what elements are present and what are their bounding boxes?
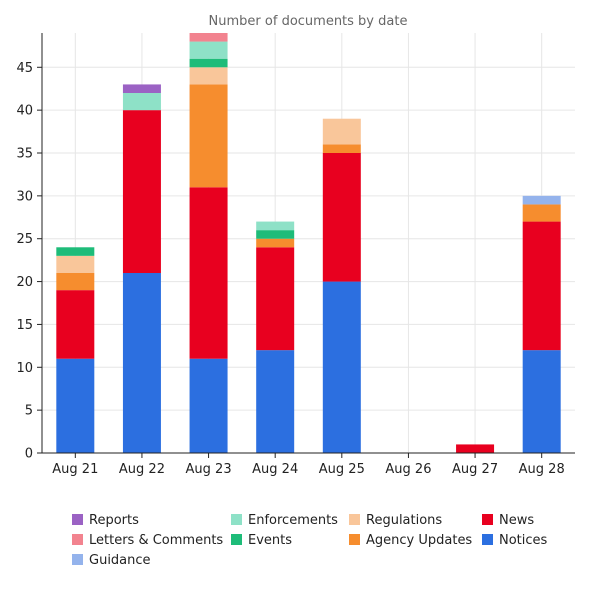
chart-title: Number of documents by date [209, 14, 408, 29]
legend-swatch [349, 534, 360, 545]
bar-segment-agency-updates-aug-24[interactable] [256, 238, 295, 248]
legend-label: Regulations [366, 513, 442, 528]
legend-swatch [482, 514, 493, 525]
bar-segment-enforcements-aug-23[interactable] [189, 41, 228, 59]
x-tick-label: Aug 24 [252, 462, 298, 477]
bar-segment-agency-updates-aug-21[interactable] [56, 273, 95, 291]
x-tick-label: Aug 26 [385, 462, 431, 477]
bar-segment-news-aug-25[interactable] [322, 153, 361, 282]
legend-label: Reports [89, 513, 139, 528]
bar-segment-events-aug-21[interactable] [56, 247, 95, 256]
bar-segment-regulations-aug-23[interactable] [189, 67, 228, 85]
legend-label: Letters & Comments [89, 533, 223, 548]
bar-segment-events-aug-24[interactable] [256, 230, 295, 239]
bar-segment-news-aug-28[interactable] [522, 221, 561, 351]
y-tick-label: 15 [16, 318, 33, 333]
y-tick-label: 0 [25, 447, 33, 462]
bar-segment-enforcements-aug-24[interactable] [256, 221, 295, 231]
legend-swatch [349, 514, 360, 525]
legend-swatch [72, 514, 83, 525]
legend-item-agency-updates[interactable]: Agency Updates [349, 533, 472, 548]
bar-segment-notices-aug-25[interactable] [322, 281, 361, 453]
legend-label: News [499, 513, 534, 528]
x-tick-label: Aug 21 [52, 462, 98, 477]
legend-swatch [72, 554, 83, 565]
legend-item-events[interactable]: Events [231, 533, 292, 548]
y-tick-label: 35 [16, 147, 33, 162]
bar-segment-guidance-aug-28[interactable] [522, 195, 561, 205]
bar-segment-notices-aug-23[interactable] [189, 358, 228, 453]
y-tick-label: 30 [16, 189, 33, 204]
bar-segment-news-aug-24[interactable] [256, 247, 295, 351]
legend-label: Agency Updates [366, 533, 472, 548]
bar-segment-notices-aug-24[interactable] [256, 350, 295, 453]
bar-segment-news-aug-27[interactable] [456, 444, 495, 453]
x-tick-label: Aug 25 [319, 462, 365, 477]
bar-segment-news-aug-21[interactable] [56, 290, 95, 359]
legend-label: Events [248, 533, 292, 548]
bar-segment-news-aug-22[interactable] [122, 110, 161, 274]
axes: 0 5 10 15 20 25 30 35 40 45 Aug 21 Aug 22 Aug 23 Aug … [16, 33, 575, 477]
y-tick-label: 25 [16, 232, 33, 247]
y-tick-label: 5 [25, 404, 33, 419]
legend-item-notices[interactable]: Notices [482, 533, 548, 548]
legend-item-guidance[interactable]: Guidance [72, 553, 151, 568]
legend-item-reports[interactable]: Reports [72, 513, 139, 528]
bar-segment-regulations-aug-21[interactable] [56, 255, 95, 273]
bar-segment-reports-aug-22[interactable] [122, 84, 161, 93]
x-tick-label: Aug 22 [119, 462, 165, 477]
legend-label: Notices [499, 533, 548, 548]
bar-segment-letters-comments-aug-23[interactable] [189, 33, 228, 42]
grid-lines [42, 33, 575, 453]
legend-item-regulations[interactable]: Regulations [349, 513, 442, 528]
legend-label: Enforcements [248, 513, 338, 528]
legend-swatch [231, 514, 242, 525]
bar-segment-agency-updates-aug-28[interactable] [522, 204, 561, 222]
y-tick-label: 10 [16, 361, 33, 376]
legend-swatch [231, 534, 242, 545]
bar-segment-notices-aug-28[interactable] [522, 350, 561, 453]
bar-segment-agency-updates-aug-25[interactable] [322, 144, 361, 153]
bars [56, 33, 561, 453]
bar-segment-events-aug-23[interactable] [189, 58, 228, 68]
legend: Reports Enforcements Regulations News Letter… [72, 513, 548, 568]
bar-segment-notices-aug-22[interactable] [122, 273, 161, 453]
y-tick-label: 40 [16, 104, 33, 119]
bar-segment-notices-aug-21[interactable] [56, 358, 95, 453]
x-tick-label: Aug 23 [186, 462, 232, 477]
legend-label: Guidance [89, 553, 151, 568]
bar-segment-enforcements-aug-22[interactable] [122, 93, 161, 111]
x-tick-label: Aug 28 [519, 462, 565, 477]
legend-item-news[interactable]: News [482, 513, 534, 528]
legend-item-letters-comments[interactable]: Letters & Comments [72, 533, 223, 548]
legend-item-enforcements[interactable]: Enforcements [231, 513, 338, 528]
bar-segment-agency-updates-aug-23[interactable] [189, 84, 228, 188]
y-tick-label: 45 [16, 61, 33, 76]
x-tick-label: Aug 27 [452, 462, 498, 477]
y-tick-label: 20 [16, 275, 33, 290]
legend-swatch [482, 534, 493, 545]
bar-segment-regulations-aug-25[interactable] [322, 118, 361, 145]
bar-segment-news-aug-23[interactable] [189, 187, 228, 359]
legend-swatch [72, 534, 83, 545]
